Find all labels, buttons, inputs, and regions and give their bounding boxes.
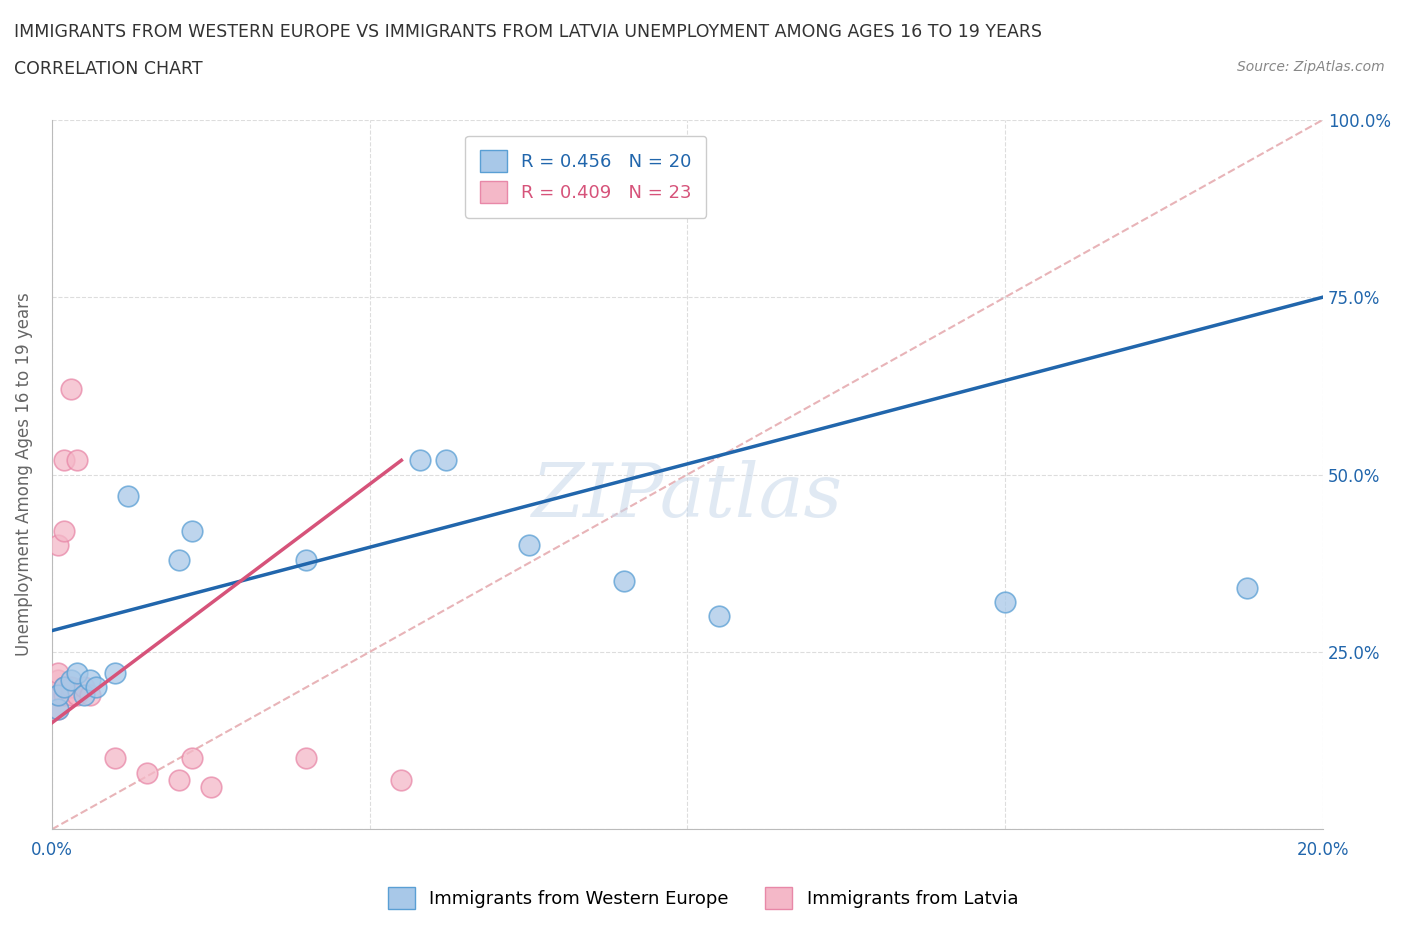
Point: [59, 382, 82, 397]
Point: [409, 453, 432, 468]
Point: [180, 524, 202, 538]
Text: IMMIGRANTS FROM WESTERN EUROPE VS IMMIGRANTS FROM LATVIA UNEMPLOYMENT AMONG AGES: IMMIGRANTS FROM WESTERN EUROPE VS IMMIGR…: [14, 23, 1042, 41]
Point: [46, 666, 69, 681]
Y-axis label: Unemployment Among Ages 16 to 19 years: Unemployment Among Ages 16 to 19 years: [15, 293, 32, 657]
Point: [72, 680, 94, 695]
Point: [53, 687, 76, 702]
Point: [59, 680, 82, 695]
Point: [117, 488, 139, 503]
Text: CORRELATION CHART: CORRELATION CHART: [14, 60, 202, 78]
Point: [66, 687, 89, 702]
Point: [613, 574, 636, 589]
Text: Source: ZipAtlas.com: Source: ZipAtlas.com: [1237, 60, 1385, 74]
Point: [200, 779, 222, 794]
Point: [295, 751, 318, 766]
Point: [994, 595, 1017, 610]
Point: [66, 453, 89, 468]
Point: [709, 609, 731, 624]
Point: [84, 680, 107, 695]
Point: [46, 687, 69, 702]
Point: [59, 673, 82, 688]
Point: [59, 687, 82, 702]
Point: [79, 687, 101, 702]
Legend: Immigrants from Western Europe, Immigrants from Latvia: Immigrants from Western Europe, Immigran…: [381, 880, 1025, 916]
Point: [46, 673, 69, 688]
Point: [517, 538, 540, 553]
Point: [167, 552, 190, 567]
Legend: R = 0.456   N = 20, R = 0.409   N = 23: R = 0.456 N = 20, R = 0.409 N = 23: [465, 136, 706, 218]
Point: [53, 680, 76, 695]
Point: [46, 701, 69, 716]
Point: [66, 666, 89, 681]
Point: [46, 687, 69, 702]
Point: [46, 538, 69, 553]
Point: [136, 765, 159, 780]
Point: [46, 701, 69, 716]
Point: [1236, 580, 1258, 595]
Text: ZIPatlas: ZIPatlas: [531, 459, 844, 532]
Point: [389, 772, 412, 787]
Point: [104, 751, 127, 766]
Point: [72, 687, 94, 702]
Point: [53, 524, 76, 538]
Point: [53, 680, 76, 695]
Point: [53, 453, 76, 468]
Point: [295, 552, 318, 567]
Point: [167, 772, 190, 787]
Point: [434, 453, 457, 468]
Point: [104, 666, 127, 681]
Point: [180, 751, 202, 766]
Point: [79, 673, 101, 688]
